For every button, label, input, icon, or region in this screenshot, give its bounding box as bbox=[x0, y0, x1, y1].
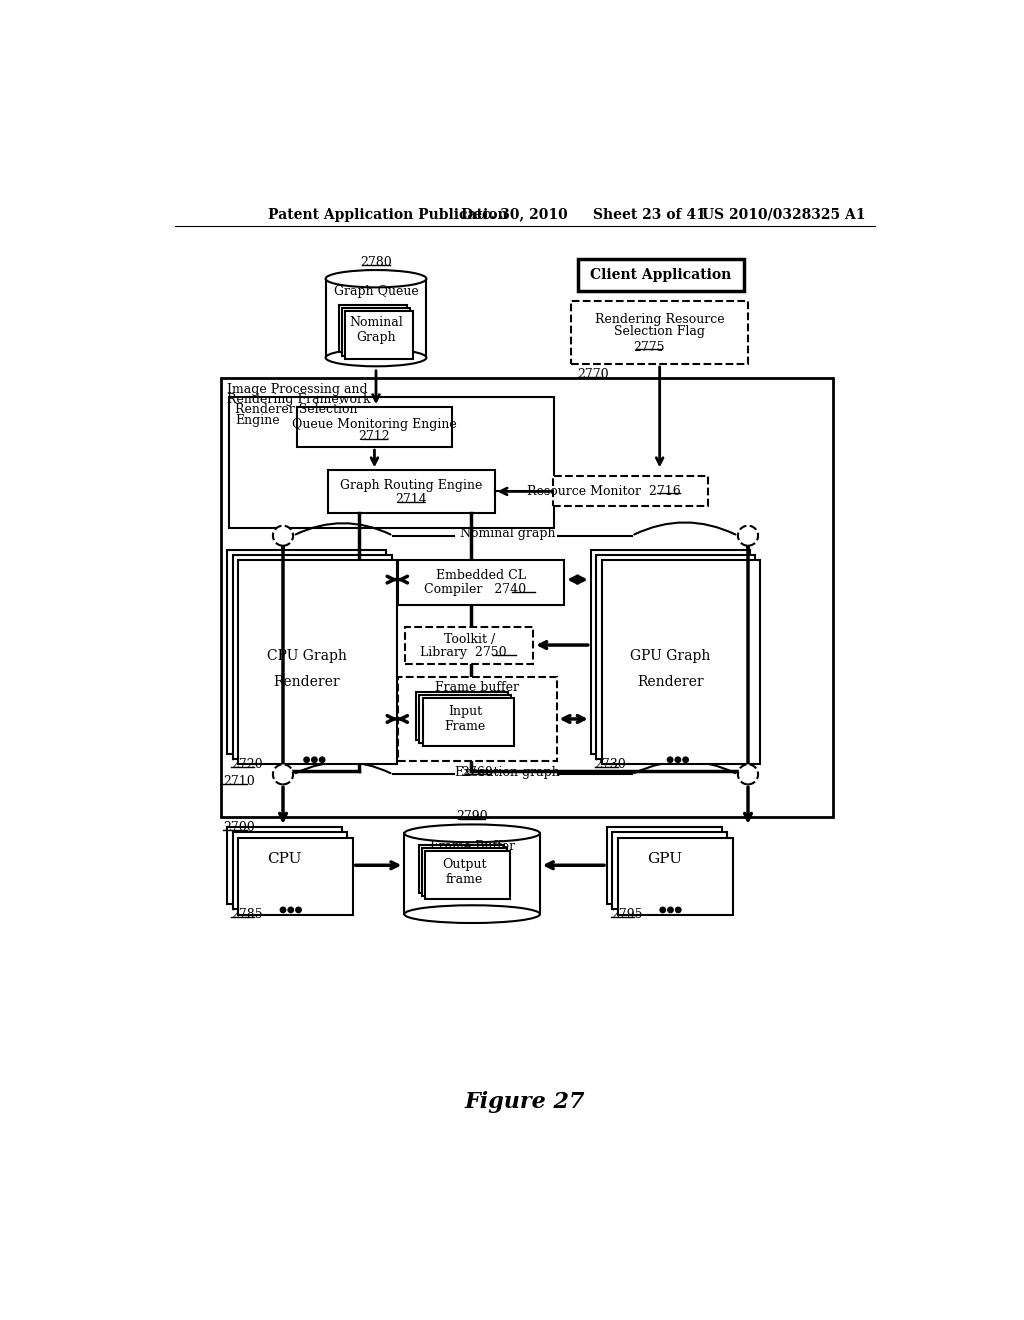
Text: Library  2750: Library 2750 bbox=[420, 647, 507, 659]
Bar bbox=[238, 838, 352, 915]
Bar bbox=[422, 849, 507, 896]
Text: Frame Buffer: Frame Buffer bbox=[429, 840, 515, 853]
Text: Embedded CL: Embedded CL bbox=[436, 569, 526, 582]
Text: Patent Application Publication: Patent Application Publication bbox=[267, 207, 507, 222]
Ellipse shape bbox=[326, 271, 426, 288]
Text: Figure 27: Figure 27 bbox=[465, 1090, 585, 1113]
Text: Input
Frame: Input Frame bbox=[444, 705, 485, 733]
Text: Renderer: Renderer bbox=[273, 676, 340, 689]
Text: Resource Monitor  2716: Resource Monitor 2716 bbox=[527, 484, 681, 498]
Bar bbox=[423, 698, 514, 746]
Bar bbox=[345, 312, 414, 359]
Text: 2790: 2790 bbox=[457, 810, 487, 824]
Bar bbox=[612, 832, 727, 909]
Text: 2700: 2700 bbox=[223, 821, 255, 834]
Text: CPU Graph: CPU Graph bbox=[266, 648, 346, 663]
Bar bbox=[607, 826, 722, 904]
Text: US 2010/0328325 A1: US 2010/0328325 A1 bbox=[701, 207, 865, 222]
Text: 2760: 2760 bbox=[461, 766, 493, 779]
Text: 2795: 2795 bbox=[611, 908, 642, 921]
Circle shape bbox=[311, 758, 317, 763]
Text: 2720: 2720 bbox=[231, 758, 263, 771]
Circle shape bbox=[683, 758, 688, 763]
Bar bbox=[397, 677, 557, 762]
Text: Compiler   2740: Compiler 2740 bbox=[424, 583, 526, 597]
Text: Dec. 30, 2010: Dec. 30, 2010 bbox=[461, 207, 568, 222]
Text: GPU: GPU bbox=[647, 853, 682, 866]
Bar bbox=[425, 851, 510, 899]
Bar bbox=[571, 301, 748, 364]
Bar bbox=[297, 407, 452, 447]
Text: Execution graph: Execution graph bbox=[456, 766, 560, 779]
Text: 2775: 2775 bbox=[633, 341, 665, 354]
Bar bbox=[238, 561, 397, 764]
Circle shape bbox=[668, 758, 673, 763]
Circle shape bbox=[738, 525, 758, 545]
Text: 2730: 2730 bbox=[595, 758, 627, 771]
Bar bbox=[328, 470, 495, 512]
Text: 2785: 2785 bbox=[231, 908, 263, 921]
Circle shape bbox=[738, 764, 758, 784]
Bar bbox=[578, 259, 744, 290]
Bar bbox=[596, 554, 755, 759]
Bar bbox=[397, 560, 564, 605]
Text: Nominal graph: Nominal graph bbox=[460, 527, 555, 540]
Text: Queue Monitoring Engine: Queue Monitoring Engine bbox=[292, 417, 457, 430]
Bar bbox=[601, 561, 761, 764]
Text: GPU Graph: GPU Graph bbox=[630, 648, 711, 663]
Text: Nominal
Graph: Nominal Graph bbox=[349, 315, 402, 345]
Ellipse shape bbox=[404, 906, 540, 923]
Circle shape bbox=[296, 907, 301, 912]
Text: Image Processing and: Image Processing and bbox=[227, 383, 368, 396]
Text: Renderer: Renderer bbox=[637, 676, 703, 689]
Bar bbox=[221, 378, 834, 817]
Ellipse shape bbox=[404, 825, 540, 842]
Circle shape bbox=[273, 525, 293, 545]
Text: 2714: 2714 bbox=[395, 492, 427, 506]
Text: 2712: 2712 bbox=[358, 430, 390, 444]
Text: 2770: 2770 bbox=[578, 368, 609, 381]
Text: Selection Flag: Selection Flag bbox=[614, 325, 706, 338]
Bar bbox=[228, 397, 554, 528]
Text: CPU: CPU bbox=[267, 853, 302, 866]
Bar bbox=[417, 692, 508, 739]
Circle shape bbox=[288, 907, 294, 912]
Circle shape bbox=[676, 907, 681, 912]
Text: Rendering Framework: Rendering Framework bbox=[227, 393, 371, 407]
Text: Renderer Selection: Renderer Selection bbox=[234, 403, 357, 416]
Circle shape bbox=[319, 758, 325, 763]
Text: Rendering Resource: Rendering Resource bbox=[595, 313, 724, 326]
Bar bbox=[420, 696, 511, 743]
Bar bbox=[406, 627, 534, 664]
Text: Frame buffer: Frame buffer bbox=[435, 681, 519, 694]
Bar bbox=[232, 554, 391, 759]
Bar bbox=[553, 475, 708, 507]
Text: Graph Queue: Graph Queue bbox=[334, 285, 419, 298]
Bar bbox=[342, 308, 410, 355]
Bar bbox=[404, 833, 540, 915]
Circle shape bbox=[304, 758, 309, 763]
Text: Graph Routing Engine: Graph Routing Engine bbox=[340, 479, 482, 492]
Text: Client Application: Client Application bbox=[590, 268, 731, 281]
Text: 2710: 2710 bbox=[223, 775, 255, 788]
Bar bbox=[339, 305, 407, 352]
Circle shape bbox=[675, 758, 681, 763]
Circle shape bbox=[660, 907, 666, 912]
Circle shape bbox=[668, 907, 673, 912]
Bar bbox=[227, 549, 386, 754]
Bar bbox=[419, 845, 504, 892]
Text: Sheet 23 of 41: Sheet 23 of 41 bbox=[593, 207, 706, 222]
Circle shape bbox=[281, 907, 286, 912]
Text: 2780: 2780 bbox=[360, 256, 392, 269]
Bar bbox=[227, 826, 342, 904]
Text: Engine: Engine bbox=[234, 413, 280, 426]
Bar bbox=[326, 279, 426, 358]
Circle shape bbox=[273, 764, 293, 784]
Ellipse shape bbox=[326, 348, 426, 367]
Bar bbox=[232, 832, 347, 909]
Text: Output
frame: Output frame bbox=[442, 858, 486, 886]
Text: Toolkit /: Toolkit / bbox=[443, 634, 495, 647]
Bar bbox=[617, 838, 732, 915]
Bar bbox=[591, 549, 750, 754]
